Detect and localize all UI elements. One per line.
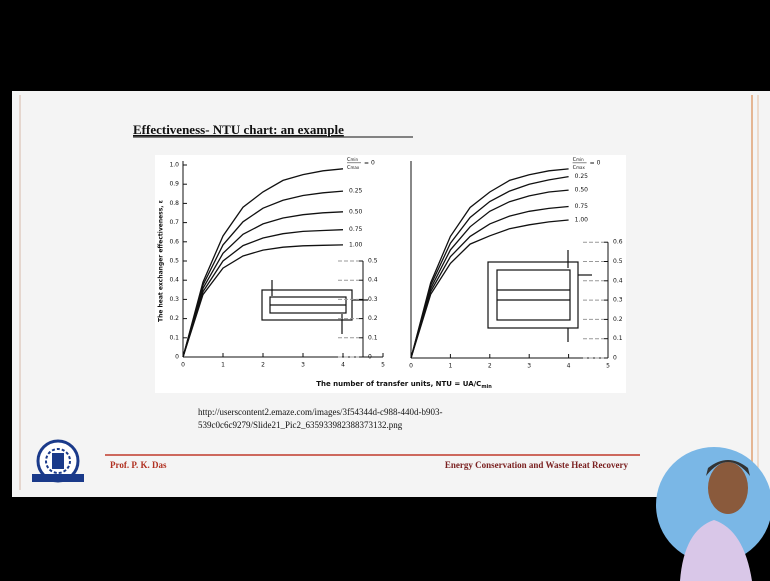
y-tick-label: 0.4 [169,277,179,284]
curve-label: 0.50 [575,187,589,194]
y-tick-label: 0 [175,354,179,361]
y-tick-label: 0.7 [169,219,179,226]
figure-image [155,155,626,393]
y-axis-label: The heat exchanger effectiveness, ε [158,200,165,322]
ratio-den: C [573,164,577,170]
chart: 0 1 2 3 4 500.10.20.30.40.50.60.70.80.91.000.… [158,156,386,368]
curve-label: 0.25 [575,173,589,180]
y2-tick-label: 0.1 [613,335,623,342]
y2-tick-label: 0.5 [368,258,378,265]
curve [182,211,344,358]
y2-tick-label: 0 [368,354,372,361]
y-tick-label: 0.8 [169,200,179,207]
curve [182,229,344,358]
y2-tick-label: 0 [613,355,617,362]
ratio-num-sub: min [576,157,584,162]
x-tick-label: 1 [221,362,225,369]
y-tick-label: 0.2 [169,315,179,322]
y2-tick-label: 0.3 [368,296,378,303]
y2-tick-label: 0.4 [613,277,623,284]
y-tick-label: 1.0 [169,162,179,169]
ratio-eq: = [590,159,595,166]
x-tick-label: 4 [567,363,571,370]
y2-tick-label: 0.1 [368,334,378,341]
x-axis-label-sub: min [481,384,492,390]
source-url: 539c0c6c9279/Slide21_Pic2_63593398238837… [198,420,403,430]
exchanger-inset [487,250,592,342]
x-tick-label: 3 [301,362,305,369]
curve-label: 1.00 [575,217,589,224]
ratio-den-sub: max [351,165,360,170]
y2-tick-label: 0.2 [368,315,378,322]
curve [410,175,569,359]
curve-label: 1.00 [349,241,363,248]
x-tick-label: 4 [341,362,345,369]
ratio-label: Cmin [573,156,585,162]
x-axis-label-text: The number of transfer units, NTU = UA/C [316,380,481,388]
x-tick-label: 2 [261,362,265,369]
institute-logo [32,439,84,483]
curve-label: 0.25 [349,188,363,195]
y-tick-label: 0.3 [169,296,179,303]
x-tick-label: 1 [448,363,452,370]
source-url: http://userscontent2.emaze.com/images/3f… [198,407,442,417]
curve [410,168,569,359]
curve [182,190,344,358]
x-tick-label: 5 [606,363,610,370]
ratio-den-sub: max [576,165,585,170]
x-tick-label: 2 [488,363,492,370]
curve [182,168,344,358]
y2-tick-label: 0.4 [368,277,378,284]
curve [182,244,344,358]
y2-tick-label: 0.3 [613,297,623,304]
ratio-num: C [347,156,351,162]
curve-label: 0 [371,159,375,166]
ratio-label: Cmax [347,164,360,170]
x-tick-label: 5 [381,362,385,369]
y2-tick-label: 0.6 [613,239,623,246]
x-axis-label: The number of transfer units, NTU = UA/C… [316,380,492,390]
x-tick-label: 0 [409,363,413,370]
footer-course: Energy Conservation and Waste Heat Recov… [445,460,629,470]
curve-label: 0 [597,159,601,166]
ratio-label: Cmin [347,156,359,162]
curve-label: 0.50 [349,208,363,215]
y-tick-label: 0.5 [169,258,179,265]
footer-author: Prof. P. K. Das [110,460,167,470]
x-tick-label: 0 [181,362,185,369]
y2-tick-label: 0.2 [613,316,623,323]
ratio-num: C [573,156,577,162]
slide-title: Effectiveness- NTU chart: an example [133,122,344,137]
ratio-den: C [347,164,351,170]
y-tick-label: 0.9 [169,181,179,188]
curve [410,219,569,359]
y-tick-label: 0.6 [169,238,179,245]
curve-label: 0.75 [349,226,363,233]
presenter-video [656,447,770,581]
curve-label: 0.75 [575,203,589,210]
curve [410,189,569,359]
ratio-label: Cmax [573,164,586,170]
x-tick-label: 3 [527,363,531,370]
y-tick-label: 0.1 [169,334,179,341]
ratio-num-sub: min [351,157,359,162]
y2-tick-label: 0.5 [613,258,623,265]
ratio-eq: = [364,159,369,166]
curve [410,205,569,359]
exchanger-inset [261,280,368,334]
